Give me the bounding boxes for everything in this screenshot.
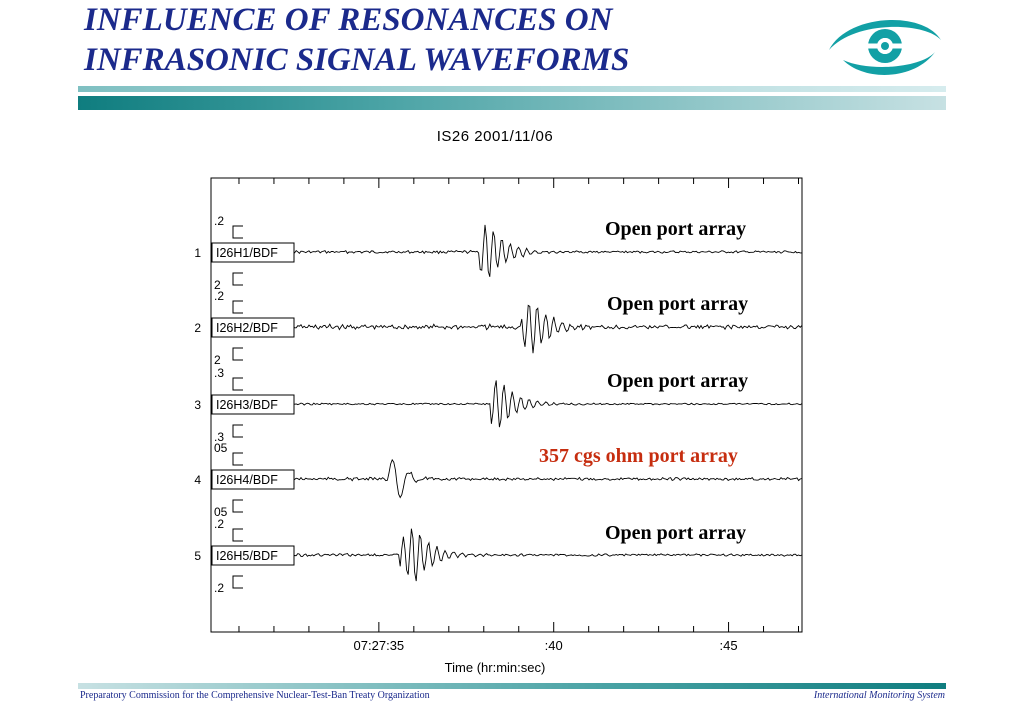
trace-name-label: I26H2/BDF (216, 321, 278, 335)
trace-index-label: 4 (194, 473, 201, 487)
trace-waveform-1 (292, 224, 802, 277)
trace-scale-bottom: 2 (214, 278, 221, 292)
trace-scale-top: 05 (214, 441, 228, 455)
trace-index-label: 2 (194, 321, 201, 335)
trace-scale-bottom: 2 (214, 353, 221, 367)
trace-scale-bracket-bottom (232, 499, 243, 513)
trace-scale-bottom: .2 (214, 581, 224, 595)
trace-name-box (211, 469, 295, 490)
trace-name-box (211, 545, 295, 566)
trace-scale-bracket-bottom (232, 424, 243, 438)
trace-scale-bracket-bottom (232, 272, 243, 286)
seismogram-plot: 07:27:35:40:45 1.2 2 I26H1/BDF 2.2 2 I26H2/BDF… (172, 122, 818, 682)
trace-name-box (211, 394, 295, 415)
trace-5-annotation: Open port array (603, 522, 749, 545)
x-tick-label: :45 (720, 638, 738, 653)
trace-scale-bottom: .3 (214, 430, 224, 444)
trace-waveform-3 (292, 380, 803, 428)
chart-title: IS26 2001/11/06 (436, 128, 554, 145)
footer-organization: Preparatory Commission for the Comprehen… (80, 690, 430, 701)
slide-title-line-1: INFLUENCE OF RESONANCES ON (84, 2, 613, 38)
footer-system: International Monitoring System (813, 690, 945, 701)
trace-name-label: I26H1/BDF (216, 246, 278, 260)
slide-title-line-2: INFRASONIC SIGNAL WAVEFORMS (84, 42, 630, 78)
trace-scale-bracket-top (232, 377, 243, 391)
trace-scale-top: .2 (214, 517, 224, 531)
trace-2-annotation: Open port array (605, 293, 751, 316)
trace-name-label: I26H5/BDF (216, 549, 278, 563)
title-rule-thin (78, 86, 946, 92)
ctbto-eye-logo-icon (829, 19, 941, 75)
trace-3-annotation: Open port array (605, 370, 751, 393)
trace-scale-top: .2 (214, 214, 224, 228)
trace-1-annotation: Open port array (603, 218, 749, 241)
trace-name-label: I26H3/BDF (216, 398, 278, 412)
trace-index-label: 1 (194, 246, 201, 260)
footer-rule (78, 683, 946, 689)
trace-index-label: 3 (194, 398, 201, 412)
trace-scale-bracket-top (232, 300, 243, 314)
x-tick-label: 07:27:35 (354, 638, 405, 653)
trace-scale-bracket-bottom (232, 575, 243, 589)
x-axis-label: Time (hr:min:sec) (444, 660, 546, 675)
trace-name-label: I26H4/BDF (216, 473, 278, 487)
slide-title: INFLUENCE OF RESONANCES ON INFRASONIC SI… (84, 0, 784, 80)
trace-waveform-2 (292, 304, 803, 354)
trace-scale-top: .2 (214, 289, 224, 303)
trace-waveform-5 (292, 528, 803, 582)
trace-name-box (211, 242, 295, 263)
x-tick-label: :40 (545, 638, 563, 653)
trace-scale-bracket-top (232, 225, 243, 239)
trace-waveform-4 (292, 458, 802, 499)
trace-scale-bracket-top (232, 528, 243, 542)
trace-name-box (211, 317, 295, 338)
trace-4-annotation: 357 cgs ohm port array (537, 445, 740, 468)
trace-scale-bracket-top (232, 452, 243, 466)
title-rule-thick (78, 96, 946, 110)
trace-scale-bottom: 05 (214, 505, 228, 519)
trace-scale-top: .3 (214, 366, 224, 380)
trace-scale-bracket-bottom (232, 347, 243, 361)
trace-index-label: 5 (194, 549, 201, 563)
waveform-chart: 07:27:35:40:451.22I26H1/BDF2.22I26H2/BDF… (194, 177, 803, 653)
